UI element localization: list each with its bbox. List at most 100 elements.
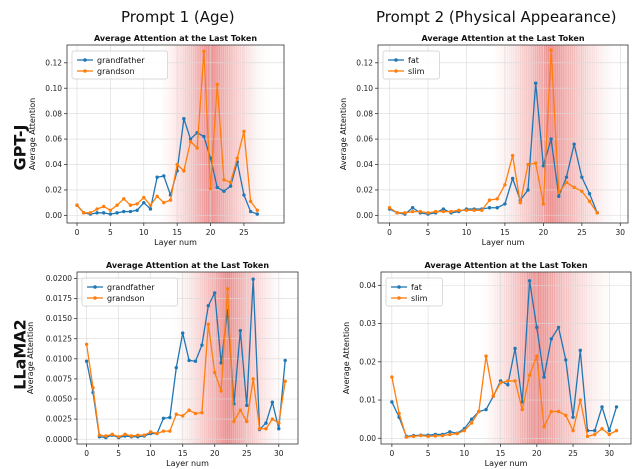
data-point bbox=[469, 421, 474, 425]
legend-marker bbox=[397, 296, 401, 300]
band-strip bbox=[531, 272, 535, 444]
band-strip bbox=[533, 45, 536, 223]
data-point bbox=[487, 198, 492, 202]
band-strip bbox=[513, 45, 517, 223]
band-strip bbox=[545, 272, 549, 444]
data-point bbox=[242, 129, 246, 134]
data-point bbox=[182, 117, 186, 121]
band-strip bbox=[492, 272, 496, 444]
data-point bbox=[155, 431, 159, 436]
series-grandson bbox=[75, 49, 259, 215]
data-point bbox=[222, 189, 226, 193]
band-strip bbox=[526, 45, 530, 223]
data-point bbox=[549, 337, 553, 341]
data-point bbox=[484, 354, 488, 358]
data-point bbox=[541, 164, 546, 168]
band-strip bbox=[191, 45, 194, 223]
data-point bbox=[533, 161, 538, 165]
data-point bbox=[491, 394, 496, 398]
x-tick-label: 15 bbox=[500, 228, 510, 237]
band-strip bbox=[193, 45, 196, 223]
data-point bbox=[469, 417, 474, 421]
band-strip bbox=[179, 45, 183, 223]
data-point bbox=[513, 379, 517, 383]
y-tick-label: 0.03 bbox=[359, 319, 376, 328]
series-slim bbox=[390, 354, 619, 439]
data-point bbox=[206, 322, 211, 326]
data-point bbox=[161, 429, 166, 433]
band-strip bbox=[572, 45, 575, 223]
band-strip bbox=[240, 45, 243, 223]
data-point bbox=[455, 431, 459, 436]
data-point bbox=[585, 434, 590, 439]
data-point bbox=[148, 207, 153, 211]
band-strip bbox=[561, 272, 565, 444]
plot-frame bbox=[66, 44, 285, 224]
data-point bbox=[526, 188, 530, 192]
band-strip bbox=[524, 272, 528, 444]
data-point bbox=[128, 203, 133, 207]
data-point bbox=[542, 425, 546, 429]
data-point bbox=[108, 208, 113, 212]
band-strip bbox=[586, 272, 590, 444]
band-strip bbox=[528, 45, 532, 223]
data-point bbox=[464, 208, 469, 212]
band-strip bbox=[214, 272, 217, 444]
data-point bbox=[195, 146, 199, 150]
data-point bbox=[251, 377, 255, 381]
chart-title: Average Attention at the Last Token bbox=[106, 261, 269, 270]
data-point bbox=[503, 202, 507, 206]
data-point bbox=[142, 200, 146, 205]
data-point bbox=[174, 365, 178, 370]
band-strip bbox=[170, 45, 173, 223]
data-point bbox=[182, 169, 186, 173]
data-point bbox=[564, 180, 569, 185]
data-point bbox=[607, 428, 611, 433]
band-strip bbox=[554, 272, 558, 444]
data-point bbox=[215, 82, 219, 87]
legend-marker bbox=[394, 69, 398, 73]
data-point bbox=[410, 209, 415, 214]
band-strip bbox=[269, 272, 273, 444]
band-strip bbox=[267, 272, 271, 444]
y-tick-label: 0.02 bbox=[356, 186, 373, 195]
data-point bbox=[180, 414, 185, 418]
data-point bbox=[419, 433, 423, 438]
band-strip bbox=[189, 45, 192, 223]
legend: grandfather grandson bbox=[71, 50, 168, 80]
band-strip bbox=[168, 45, 171, 223]
data-point bbox=[142, 433, 146, 437]
data-point bbox=[215, 185, 219, 190]
band-strip bbox=[566, 272, 569, 444]
data-point bbox=[219, 389, 223, 393]
band-strip bbox=[258, 272, 261, 444]
band-strip bbox=[254, 272, 257, 444]
band-strip bbox=[549, 272, 553, 444]
chart-title: Average Attention at the Last Token bbox=[424, 261, 587, 270]
data-point bbox=[571, 415, 575, 419]
series-line-grandson bbox=[76, 50, 258, 214]
y-tick-label: 0.0175 bbox=[46, 294, 72, 303]
chart-gptj-age: 0 5 10 15 20 25 0.00 0.02 0.04 0.06 0.08 0.10 0.12 Av… bbox=[28, 34, 285, 247]
band-strip bbox=[213, 45, 217, 223]
data-point bbox=[477, 409, 481, 414]
x-tick-label: 0 bbox=[75, 228, 80, 237]
data-point bbox=[549, 137, 553, 141]
column-title-prompt-2: Prompt 2 (Physical Appearance) bbox=[376, 8, 617, 26]
x-tick-label: 25 bbox=[242, 449, 252, 458]
data-point bbox=[115, 211, 119, 215]
data-point bbox=[188, 137, 193, 141]
band-strip bbox=[591, 45, 595, 223]
band-strip bbox=[584, 272, 588, 444]
data-point bbox=[115, 203, 119, 207]
band-strip bbox=[227, 272, 230, 444]
data-point bbox=[168, 415, 172, 420]
band-strip bbox=[264, 272, 267, 444]
band-strip bbox=[502, 45, 506, 223]
band-strip bbox=[174, 45, 177, 223]
data-point bbox=[180, 331, 185, 335]
band-strip bbox=[559, 45, 562, 223]
y-axis-label: Average Attention bbox=[342, 322, 351, 394]
y-tick-label: 0.00 bbox=[356, 211, 373, 220]
